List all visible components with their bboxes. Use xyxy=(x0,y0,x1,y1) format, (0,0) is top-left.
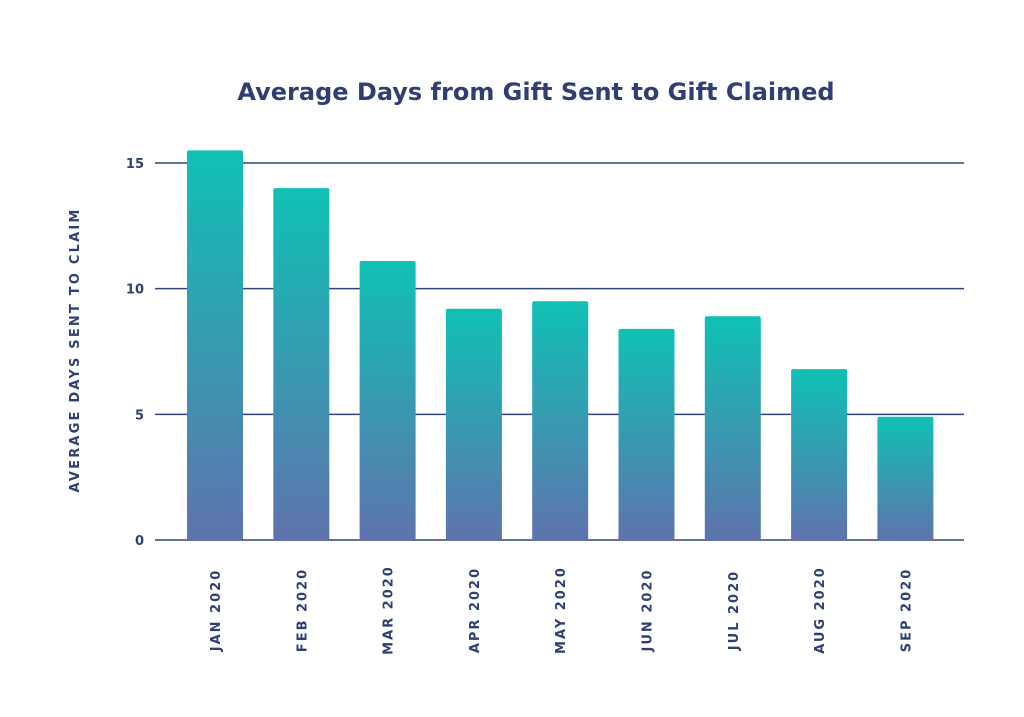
bar-mar-2020 xyxy=(359,261,416,540)
x-tick-label-apr-2020: APR 2020 xyxy=(468,567,483,653)
bar-jul-2020 xyxy=(704,316,761,540)
x-tick-label-feb-2020: FEB 2020 xyxy=(295,568,310,652)
bar-jan-2020 xyxy=(187,150,243,540)
x-axis-tick-labels: JAN 2020 FEB 2020 MAR 2020 APR 2020 MAY 2020… xyxy=(209,565,914,655)
bar-feb-2020 xyxy=(273,188,330,540)
x-tick-label-aug-2020: AUG 2020 xyxy=(813,566,828,654)
bar-sep-2020 xyxy=(877,416,934,540)
bar-may-2020 xyxy=(532,301,589,540)
y-tick-label-10: 10 xyxy=(126,283,144,298)
bars xyxy=(187,150,934,540)
y-tick-label-0: 0 xyxy=(135,534,144,549)
bar-apr-2020 xyxy=(445,308,502,540)
bar-jun-2020 xyxy=(618,328,675,540)
x-tick-label-mar-2020: MAR 2020 xyxy=(382,565,397,655)
x-tick-label-may-2020: MAY 2020 xyxy=(554,566,569,654)
y-axis-ticks: 0 5 10 15 xyxy=(126,157,144,549)
x-tick-label-jun-2020: JUN 2020 xyxy=(641,569,656,653)
y-tick-label-5: 5 xyxy=(135,408,144,423)
x-tick-label-jul-2020: JUL 2020 xyxy=(727,570,742,651)
chart-title: Average Days from Gift Sent to Gift Clai… xyxy=(237,78,834,106)
y-axis-label: AVERAGE DAYS SENT TO CLAIM xyxy=(68,208,83,493)
y-tick-label-15: 15 xyxy=(126,157,144,172)
bar-aug-2020 xyxy=(791,369,848,540)
x-tick-label-jan-2020: JAN 2020 xyxy=(209,569,224,653)
x-tick-label-sep-2020: SEP 2020 xyxy=(899,568,914,652)
